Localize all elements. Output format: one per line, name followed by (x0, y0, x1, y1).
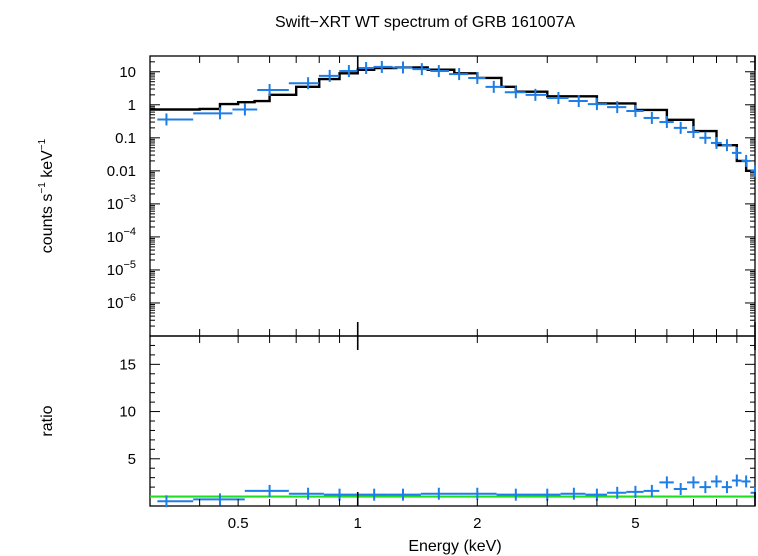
ratio-data-point (643, 484, 660, 497)
spectrum-data-point (699, 131, 711, 144)
y-label-counts: counts s (39, 194, 56, 254)
ratio-data-point (626, 485, 644, 498)
spectrum-data-point (721, 139, 732, 152)
spectrum-data-point (392, 61, 413, 74)
y-tick-label: 10−4 (107, 226, 136, 246)
y-tick-label: 15 (119, 356, 136, 373)
ratio-data-point (157, 495, 194, 508)
spectrum-data-point (741, 154, 751, 167)
ratio-data-point (710, 475, 722, 488)
x-tick-label: 1 (354, 515, 362, 532)
spectrum-data-point (485, 80, 505, 93)
y-label-kev: keV (39, 150, 56, 182)
spectrum-data-point (339, 65, 358, 78)
ratio-data-point (687, 476, 700, 489)
ratio-panel: 15 10 5 (119, 335, 756, 508)
y-tick-exponent: −6 (123, 292, 136, 304)
ratio-data-point (607, 486, 627, 499)
ratio-frame (149, 335, 756, 507)
ratio-data-point (323, 488, 357, 501)
y-tick-base: 10 (107, 295, 124, 312)
y-tick-label: 0.01 (107, 163, 136, 180)
ratio-data-point (560, 487, 586, 500)
spectrum-data-point (607, 101, 627, 114)
ratio-data-point (673, 483, 688, 495)
spectrum-data-point (430, 65, 449, 78)
spectrum-data-point (412, 63, 431, 76)
y-label-exp1: −1 (37, 182, 48, 194)
spectrum-data-point (232, 103, 258, 116)
y-tick-exponent: −3 (123, 193, 136, 205)
ratio-data-point (388, 488, 421, 501)
ratio-data-point (731, 474, 742, 487)
y-label-exp2: −1 (37, 138, 48, 150)
y-tick-base: 10 (107, 196, 124, 213)
ratio-data-point (659, 476, 674, 489)
spectrum-data-point (731, 146, 742, 159)
ratio-data-point (721, 481, 732, 494)
y-tick-label: 10−6 (107, 292, 136, 312)
x-tick-label: 0.5 (228, 515, 249, 532)
y-tick-exponent: −4 (123, 226, 136, 238)
y-tick-label: 5 (128, 451, 136, 468)
model-line (150, 66, 755, 173)
spectrum-data-point (357, 61, 374, 74)
spectrum-data-point (587, 98, 608, 111)
ratio-data-point (458, 487, 497, 500)
spectrum-data-point (687, 126, 700, 139)
ratio-data-point (193, 493, 245, 506)
spectrum-data-point (568, 95, 588, 108)
spectrum-data-point (288, 77, 319, 90)
ratio-data-point (356, 488, 389, 501)
y-tick-label: 0.1 (115, 130, 136, 147)
y-tick-label: 10 (119, 404, 136, 421)
y-tick-label: 10−3 (107, 193, 136, 213)
spectrum-data-point (318, 69, 340, 82)
y-tick-exponent: −5 (123, 259, 136, 271)
spectrum-data-point (448, 68, 469, 81)
ratio-data-point (585, 488, 608, 501)
ratio-data-point (741, 475, 751, 488)
spectrum-data-point (373, 60, 393, 73)
x-tick-label: 2 (473, 515, 481, 532)
spectrum-frame (149, 55, 756, 337)
spectrum-y-axis-label: counts s−1 keV−1 (37, 138, 56, 253)
spectrum-data-point (750, 164, 756, 177)
x-tick-label: 5 (631, 515, 639, 532)
ratio-data-point (288, 487, 324, 500)
spectrum-data-point (546, 92, 569, 105)
spectrum-data-point (468, 71, 486, 84)
spectrum-data-point (659, 116, 674, 129)
ratio-data-point (699, 481, 711, 494)
spectrum-data-point (673, 121, 688, 134)
ratio-data-point (420, 487, 459, 500)
x-axis-label: Energy (keV) (408, 538, 501, 555)
spectrum-data-point (504, 86, 526, 99)
spectrum-data-point (525, 88, 547, 101)
y-tick-label: 1 (128, 97, 136, 114)
ratio-data-point (496, 488, 532, 501)
spectrum-data-point (193, 107, 233, 120)
y-tick-label: 10−5 (107, 259, 136, 279)
ratio-y-axis-label: ratio (39, 405, 56, 436)
x-axis: 0.5 1 2 5 (149, 56, 756, 532)
spectrum-data-point (643, 111, 660, 124)
spectrum-data-point (157, 113, 194, 126)
y-tick-base: 10 (107, 262, 124, 279)
spectrum-data-point (710, 136, 722, 149)
spectrum-data-point (257, 84, 289, 97)
y-tick-label: 10 (119, 64, 136, 81)
ratio-data-point (244, 484, 289, 497)
y-tick-base: 10 (107, 229, 124, 246)
chart-title: Swift−XRT WT spectrum of GRB 161007A (275, 14, 575, 31)
spectrum-data-point (626, 104, 644, 117)
ratio-data-point (531, 488, 561, 501)
